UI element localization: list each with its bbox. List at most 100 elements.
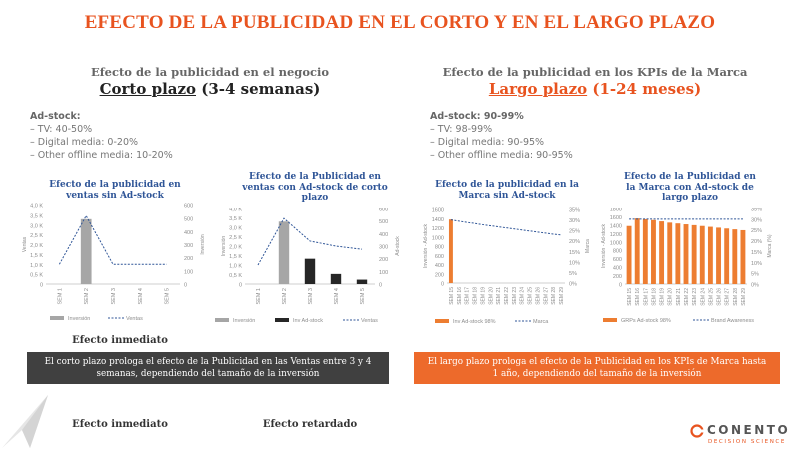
y2-tick-label: 0	[379, 283, 382, 289]
y2-tick-label: 20%	[751, 239, 762, 245]
conento-logo-icon	[690, 424, 704, 438]
x-tick-label: SEM 4	[334, 288, 340, 305]
y2-tick-label: 100	[184, 269, 193, 275]
page-title: EFECTO DE LA PUBLICIDAD EN EL CORTO Y EN…	[84, 12, 716, 33]
y2-tick-label: 20%	[569, 239, 580, 245]
x-tick-label: SEM 3	[111, 288, 117, 305]
effect-immediate-label: Efecto inmediato	[72, 335, 168, 346]
y-tick-label: 600	[613, 257, 622, 263]
y2-tick-label: 5%	[569, 271, 577, 277]
legend-swatch	[603, 318, 617, 322]
y-tick-label: 1,0 K	[229, 264, 242, 270]
logo-tagline: DECISION SCIENCE	[708, 439, 786, 445]
bar	[448, 219, 453, 283]
bar	[634, 218, 640, 284]
y-tick-label: 1200	[432, 226, 444, 232]
series-line	[58, 214, 167, 265]
x-tick-label: SEM 16	[635, 288, 641, 306]
y2-tick-label: 30%	[569, 218, 580, 224]
x-tick-label: SEM 28	[733, 288, 739, 306]
left-adstock-item: TV: 40-50%	[30, 123, 230, 136]
chart-1: 0 0,5 K 1,0 K 1,5 K 2,0 K 2,5 K 3,0 K 3,5 K 4,0 …	[22, 204, 206, 323]
y-tick-label: 600	[435, 254, 444, 260]
bar	[642, 218, 648, 284]
y2-tick-label: 300	[379, 245, 388, 251]
arrow-decoration-icon	[2, 395, 48, 448]
right-adstock-item: Other offline media: 90-95%	[430, 149, 650, 162]
y2-tick-label: 15%	[751, 250, 762, 256]
x-tick-label: SEM 25	[528, 287, 534, 305]
legend-label: Inversión	[68, 316, 90, 322]
y2-axis-title: Marca (%)	[767, 234, 773, 257]
y-tick-label: 3,5 K	[229, 216, 242, 222]
x-tick-label: SEM 2	[84, 288, 90, 305]
y-tick-label: 0	[441, 282, 444, 288]
y-tick-label: 1200	[610, 232, 622, 238]
x-tick-label: SEM 19	[480, 287, 486, 305]
y2-tick-label: 300	[184, 243, 193, 249]
y-tick-label: 1000	[432, 235, 444, 241]
x-tick-label: SEM 23	[512, 287, 518, 305]
y-tick-label: 200	[435, 272, 444, 278]
chart-1-title: Efecto de la publicidad en ventas sin Ad…	[49, 180, 181, 201]
x-tick-label: SEM 5	[360, 288, 366, 305]
bar	[330, 273, 342, 284]
y-axis-title: Ventas	[22, 236, 28, 252]
x-tick-label: SEM 22	[684, 288, 690, 306]
bar	[732, 229, 738, 284]
x-tick-label: SEM 28	[551, 287, 557, 305]
y2-tick-label: 500	[379, 219, 388, 225]
right-horizon-rest: (1-24 meses)	[587, 80, 702, 98]
x-tick-label: SEM 3	[308, 288, 314, 305]
y2-tick-label: 35%	[751, 208, 762, 213]
legend-label: Inversión	[233, 318, 255, 324]
legend-label: Inv Ad-stock	[293, 318, 323, 324]
x-tick-label: SEM 21	[676, 288, 682, 306]
x-tick-label: SEM 17	[465, 287, 471, 305]
chart-4: 0 200 400 600 800 1000 1200 1400 1600 1800 0% 5% 10%…	[601, 208, 773, 324]
x-tick-label: SEM 22	[504, 287, 510, 305]
effect-immediate-label-2: Efecto inmediato	[72, 419, 168, 430]
x-tick-label: SEM 24	[520, 287, 526, 305]
bar	[699, 225, 705, 284]
y-tick-label: 4,0 K	[229, 208, 242, 213]
bar	[667, 222, 673, 284]
y-tick-label: 1,0 K	[30, 263, 43, 269]
legend-label: Brand Awareness	[711, 318, 754, 324]
y-axis-title: Inversión - Ad-stock	[423, 224, 429, 268]
legend-swatch	[215, 318, 229, 322]
y-axis-title: Inversión - Ad-stock	[601, 224, 607, 268]
x-tick-label: SEM 24	[700, 288, 706, 306]
y-tick-label: 0,5 K	[30, 273, 43, 279]
y2-tick-label: 30%	[751, 217, 762, 223]
legend-swatch	[50, 316, 64, 320]
x-tick-label: SEM 15	[627, 288, 633, 306]
y2-tick-label: 0%	[751, 283, 759, 289]
logo-name: CONENTO	[707, 423, 791, 437]
y-tick-label: 2,5 K	[30, 233, 43, 239]
x-tick-label: SEM 20	[668, 288, 674, 306]
x-tick-label: SEM 16	[457, 287, 463, 305]
bar	[651, 219, 656, 284]
y2-tick-label: 10%	[569, 260, 580, 266]
legend-label: GRPs Ad-stock 98%	[621, 318, 671, 324]
effect-delayed-label: Efecto retardado	[262, 419, 358, 430]
left-horizon-rest: (3-4 semanas)	[196, 80, 321, 98]
y2-tick-label: 400	[184, 230, 193, 236]
y-tick-label: 0	[619, 283, 622, 289]
y-tick-label: 800	[435, 245, 444, 251]
x-tick-label: SEM 27	[725, 288, 731, 306]
x-tick-label: SEM 26	[717, 288, 723, 306]
y-axis-title: Inversión	[221, 236, 227, 257]
x-tick-label: SEM 19	[660, 288, 666, 306]
x-tick-label: SEM 23	[692, 288, 698, 306]
y-tick-label: 200	[613, 274, 622, 280]
y2-axis-title: Marca	[585, 239, 591, 253]
right-adstock: Ad-stock: 90-99% TV: 98-99% Digital medi…	[430, 110, 650, 162]
x-tick-label: SEM 4	[138, 288, 144, 305]
bar	[278, 221, 290, 284]
y2-tick-label: 0	[184, 283, 187, 289]
series-line	[450, 219, 562, 236]
right-adstock-item: Digital media: 90-95%	[430, 136, 650, 149]
right-horizon-underlined: Largo plazo	[488, 80, 588, 98]
